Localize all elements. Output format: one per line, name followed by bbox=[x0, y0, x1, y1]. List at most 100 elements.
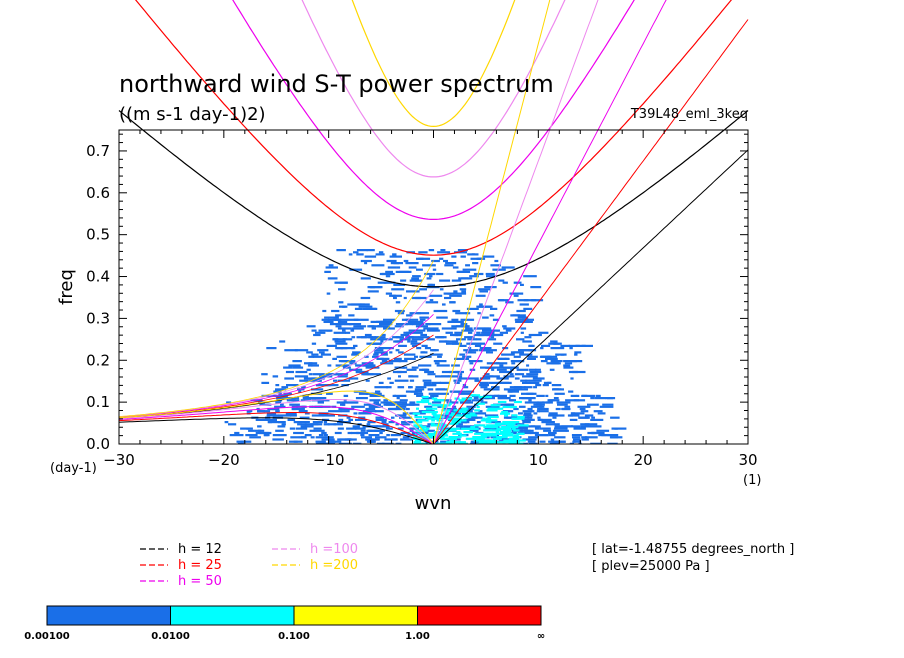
spectrum-cell bbox=[365, 366, 380, 369]
spectrum-cell bbox=[289, 403, 300, 406]
spectrum-cell bbox=[307, 364, 313, 367]
spectrum-cell bbox=[524, 386, 533, 389]
spectrum-cell bbox=[355, 370, 369, 374]
spectrum-cell bbox=[401, 403, 415, 406]
spectrum-cell bbox=[354, 427, 366, 430]
spectrum-cell bbox=[469, 275, 479, 278]
spectrum-cell bbox=[465, 264, 470, 267]
spectrum-cell bbox=[578, 416, 589, 419]
spectrum-cell-cyan bbox=[513, 429, 520, 432]
spectrum-cell-cyan bbox=[510, 441, 516, 444]
spectrum-cell bbox=[445, 262, 457, 265]
spectrum-cell bbox=[321, 431, 327, 435]
spectrum-cell bbox=[537, 416, 541, 419]
spectrum-cell-cyan bbox=[429, 434, 440, 437]
spectrum-cell bbox=[293, 431, 304, 435]
spectrum-cell-cyan bbox=[486, 434, 497, 437]
spectrum-cell bbox=[266, 414, 279, 417]
spectrum-cell-cyan bbox=[485, 439, 496, 442]
spectrum-cell bbox=[504, 357, 509, 360]
spectrum-cell bbox=[311, 388, 324, 391]
spectrum-cell bbox=[461, 357, 466, 360]
spectrum-cell bbox=[316, 384, 320, 387]
spectrum-cell bbox=[571, 412, 576, 415]
spectrum-cell bbox=[517, 427, 528, 430]
spectrum-cell bbox=[507, 390, 519, 393]
spectrum-cell-cyan bbox=[448, 402, 452, 405]
spectrum-cell bbox=[358, 416, 366, 419]
spectrum-cell bbox=[365, 407, 376, 411]
spectrum-cell bbox=[529, 379, 542, 382]
spectrum-cell bbox=[397, 386, 405, 389]
spectrum-cell-cyan bbox=[446, 417, 453, 420]
spectrum-cell-cyan bbox=[454, 419, 467, 422]
spectrum-cell bbox=[554, 392, 565, 395]
spectrum-cell bbox=[408, 386, 413, 389]
spectrum-cell bbox=[527, 438, 537, 441]
spectrum-cell-cyan bbox=[502, 429, 512, 432]
spectrum-cell bbox=[311, 414, 324, 417]
spectrum-cell bbox=[441, 370, 453, 374]
mrg-curve-h-50 bbox=[118, 314, 434, 418]
spectrum-cell bbox=[433, 360, 447, 363]
spectrum-cell bbox=[337, 438, 351, 441]
spectrum-cell bbox=[436, 364, 450, 367]
plot-axes: −30 −20 −10 0 10 20 30 0.0 0.1 0.2 0.3 0.4 0.5 0.6 0.7 bbox=[86, 129, 758, 469]
spectrum-cell bbox=[311, 342, 317, 345]
spectrum-cell bbox=[345, 338, 353, 341]
power-spectrum-field bbox=[224, 249, 627, 444]
spectrum-cell bbox=[481, 331, 495, 334]
spectrum-cell bbox=[375, 429, 385, 432]
spectrum-cell bbox=[484, 414, 494, 417]
spectrum-cell bbox=[418, 251, 428, 254]
spectrum-cell-cyan bbox=[489, 441, 500, 444]
spectrum-cell-cyan bbox=[431, 419, 435, 422]
spectrum-cell bbox=[467, 349, 478, 352]
spectrum-cell bbox=[501, 353, 515, 356]
spectrum-cell bbox=[420, 333, 427, 337]
spectrum-cell bbox=[596, 394, 601, 397]
spectrum-cell bbox=[429, 275, 433, 278]
spectrum-cell bbox=[301, 386, 306, 389]
spectrum-cell bbox=[431, 381, 441, 384]
spectrum-cell bbox=[561, 407, 570, 411]
spectrum-cell bbox=[543, 381, 552, 384]
spectrum-cell bbox=[503, 375, 515, 378]
spectrum-cell-cyan bbox=[476, 405, 480, 409]
colorbar-label: 0.00100 bbox=[24, 631, 70, 642]
spectrum-cell bbox=[358, 305, 373, 308]
spectrum-cell-cyan bbox=[461, 407, 469, 410]
spectrum-cell bbox=[542, 401, 553, 404]
spectrum-cell bbox=[492, 329, 500, 332]
spectrum-cell bbox=[389, 255, 402, 258]
spectrum-cell bbox=[364, 333, 372, 337]
spectrum-cell-cyan bbox=[428, 402, 432, 405]
spectrum-cell bbox=[446, 342, 458, 345]
spectrum-cell bbox=[504, 403, 514, 406]
spectrum-cell bbox=[376, 425, 390, 428]
spectrum-cell bbox=[315, 440, 326, 443]
spectrum-cell bbox=[364, 355, 369, 358]
spectrum-cell bbox=[278, 421, 286, 424]
spectrum-cell bbox=[288, 440, 303, 443]
spectrum-cell-cyan bbox=[488, 426, 494, 429]
spectrum-cell bbox=[513, 407, 519, 411]
spectrum-cell bbox=[336, 355, 347, 358]
spectrum-cell bbox=[334, 340, 346, 343]
spectrum-cell bbox=[285, 412, 297, 415]
spectrum-cell bbox=[477, 257, 486, 260]
spectrum-cell bbox=[536, 410, 540, 413]
spectrum-cell bbox=[402, 412, 409, 415]
spectrum-cell bbox=[451, 255, 457, 258]
spectrum-cell bbox=[479, 290, 488, 293]
spectrum-cell bbox=[480, 401, 488, 404]
spectrum-cell bbox=[418, 364, 432, 367]
colorbar: 0.00100 0.0100 0.100 1.00 ∞ bbox=[24, 605, 545, 642]
spectrum-cell bbox=[443, 292, 455, 295]
spectrum-cell bbox=[440, 440, 449, 443]
spectrum-cell bbox=[545, 423, 556, 426]
spectrum-cell bbox=[423, 327, 430, 330]
spectrum-cell bbox=[369, 394, 382, 397]
spectrum-cell bbox=[503, 416, 518, 419]
spectrum-cell bbox=[322, 309, 327, 313]
